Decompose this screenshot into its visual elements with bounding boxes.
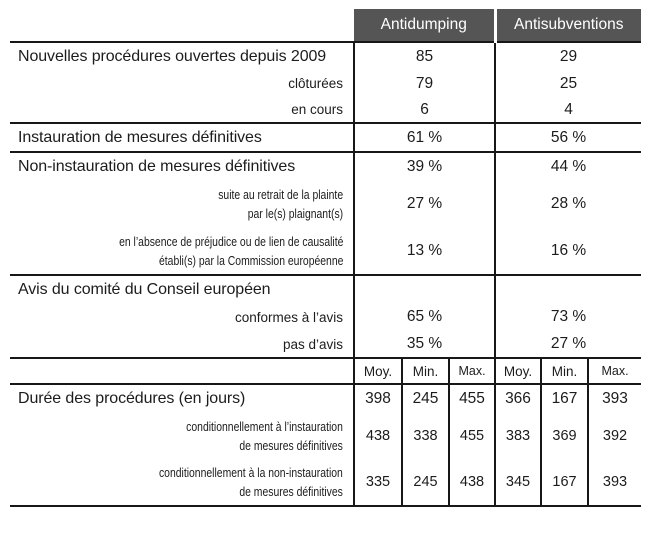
antidumping-value: [354, 274, 496, 303]
stat-header-moy: Moy.: [354, 357, 403, 384]
row-label: suite au retrait de la plainte par le(s)…: [10, 180, 355, 227]
antisubventions-value: 29: [559, 47, 578, 65]
antisubventions-value: 44 %: [495, 151, 641, 180]
value-cell: 438: [449, 459, 496, 507]
row-cloturees: clôturées 79 25: [10, 70, 641, 97]
row-label: pas d’avis: [10, 331, 355, 358]
header-row: Antidumping Antisubventions: [10, 9, 641, 43]
row-label: conditionnellement à l’instauration de m…: [10, 412, 355, 459]
value-cell: 245: [402, 383, 450, 412]
row-label-text: en l’absence de préjudice ou de lien de …: [118, 233, 343, 268]
row-nouvelles-procedures: Nouvelles procédures ouvertes depuis 200…: [10, 42, 641, 70]
row-cond-instauration: conditionnellement à l’instauration de m…: [10, 412, 641, 459]
value-cell: 438: [354, 412, 403, 459]
antidumping-value: 39 %: [354, 151, 496, 180]
stat-header-empty-cell: [10, 357, 355, 384]
header-antisubventions: Antisubventions: [495, 9, 641, 43]
row-label-text: conditionnellement à la non-instauration…: [159, 465, 343, 499]
value-cell: 167: [541, 459, 589, 507]
row-en-cours: en cours 6 4: [10, 97, 641, 123]
row-retrait-plainte: suite au retrait de la plainte par le(s)…: [10, 180, 641, 227]
value-cell: 392: [602, 427, 628, 444]
stat-header-min: Min.: [402, 357, 450, 384]
stat-header-row: Moy. Min. Max. Moy. Min. Max.: [10, 357, 641, 384]
antidumping-value: 61 %: [354, 122, 496, 152]
row-label: Instauration de mesures définitives: [10, 122, 355, 152]
antidumping-value: 35 %: [354, 331, 496, 358]
row-label: Nouvelles procédures ouvertes depuis 200…: [10, 42, 355, 70]
antidumping-value: 85: [354, 42, 496, 70]
row-conformes-avis: conformes à l’avis 65 % 73 %: [10, 303, 641, 331]
row-label: en l’absence de préjudice ou de lien de …: [10, 227, 355, 275]
row-label: conformes à l’avis: [10, 303, 355, 331]
value-cell: 245: [402, 459, 450, 507]
row-instauration: Instauration de mesures définitives 61 %…: [10, 122, 641, 152]
row-avis-comite: Avis du comité du Conseil européen: [10, 274, 641, 303]
value-cell: 338: [402, 412, 450, 459]
row-absence-prejudice: en l’absence de préjudice ou de lien de …: [10, 227, 641, 275]
row-duree-procedures: Durée des procédures (en jours) 398 245 …: [10, 383, 641, 412]
value-cell: 383: [495, 412, 542, 459]
header-antidumping: Antidumping: [354, 9, 497, 43]
antidumping-value: 13 %: [354, 227, 496, 275]
row-label: Avis du comité du Conseil européen: [10, 274, 355, 303]
row-label: conditionnellement à la non-instauration…: [10, 459, 355, 507]
row-label: clôturées: [10, 70, 355, 97]
antidumping-value: 27 %: [354, 180, 496, 227]
antisubventions-value: 16 %: [550, 241, 587, 259]
value-cell: 366: [495, 383, 542, 412]
value-cell: 398: [354, 383, 403, 412]
value-cell: 369: [541, 412, 589, 459]
stat-header-max: Max.: [588, 357, 641, 384]
antisubventions-value: [495, 274, 641, 303]
row-label-text: suite au retrait de la plainte par le(s)…: [218, 186, 343, 221]
antisubventions-value: 27 %: [550, 335, 587, 352]
stat-header-max: Max.: [449, 357, 496, 384]
antisubventions-value: 4: [564, 100, 573, 118]
row-non-instauration: Non-instauration de mesures définitives …: [10, 151, 641, 180]
value-cell: 335: [354, 459, 403, 507]
value-cell: 345: [495, 459, 542, 507]
value-cell: 393: [588, 383, 641, 412]
stat-header-moy: Moy.: [495, 357, 542, 384]
row-pas-avis: pas d’avis 35 % 27 %: [10, 331, 641, 358]
value-cell: 455: [449, 383, 496, 412]
row-label: Durée des procédures (en jours): [10, 383, 355, 412]
row-label: Non-instauration de mesures définitives: [10, 151, 355, 180]
antidumping-value: 65 %: [354, 303, 496, 331]
antisubventions-value: 56 %: [495, 122, 641, 152]
value-cell: 167: [541, 383, 589, 412]
antidumping-value: 79: [354, 70, 496, 97]
row-cond-non-instauration: conditionnellement à la non-instauration…: [10, 459, 641, 507]
antisubventions-value: 25: [559, 74, 578, 92]
antidumping-value: 6: [354, 97, 496, 123]
statistics-table: Antidumping Antisubventions Nouvelles pr…: [10, 9, 641, 507]
stat-header-min: Min.: [541, 357, 589, 384]
value-cell: 455: [449, 412, 496, 459]
header-empty-cell: [10, 9, 354, 43]
antisubventions-value: 28 %: [550, 194, 587, 212]
value-cell: 393: [588, 459, 641, 507]
row-label-text: conditionnellement à l’instauration de m…: [186, 418, 343, 453]
row-label: en cours: [10, 97, 355, 123]
antisubventions-value: 73 %: [550, 308, 587, 325]
